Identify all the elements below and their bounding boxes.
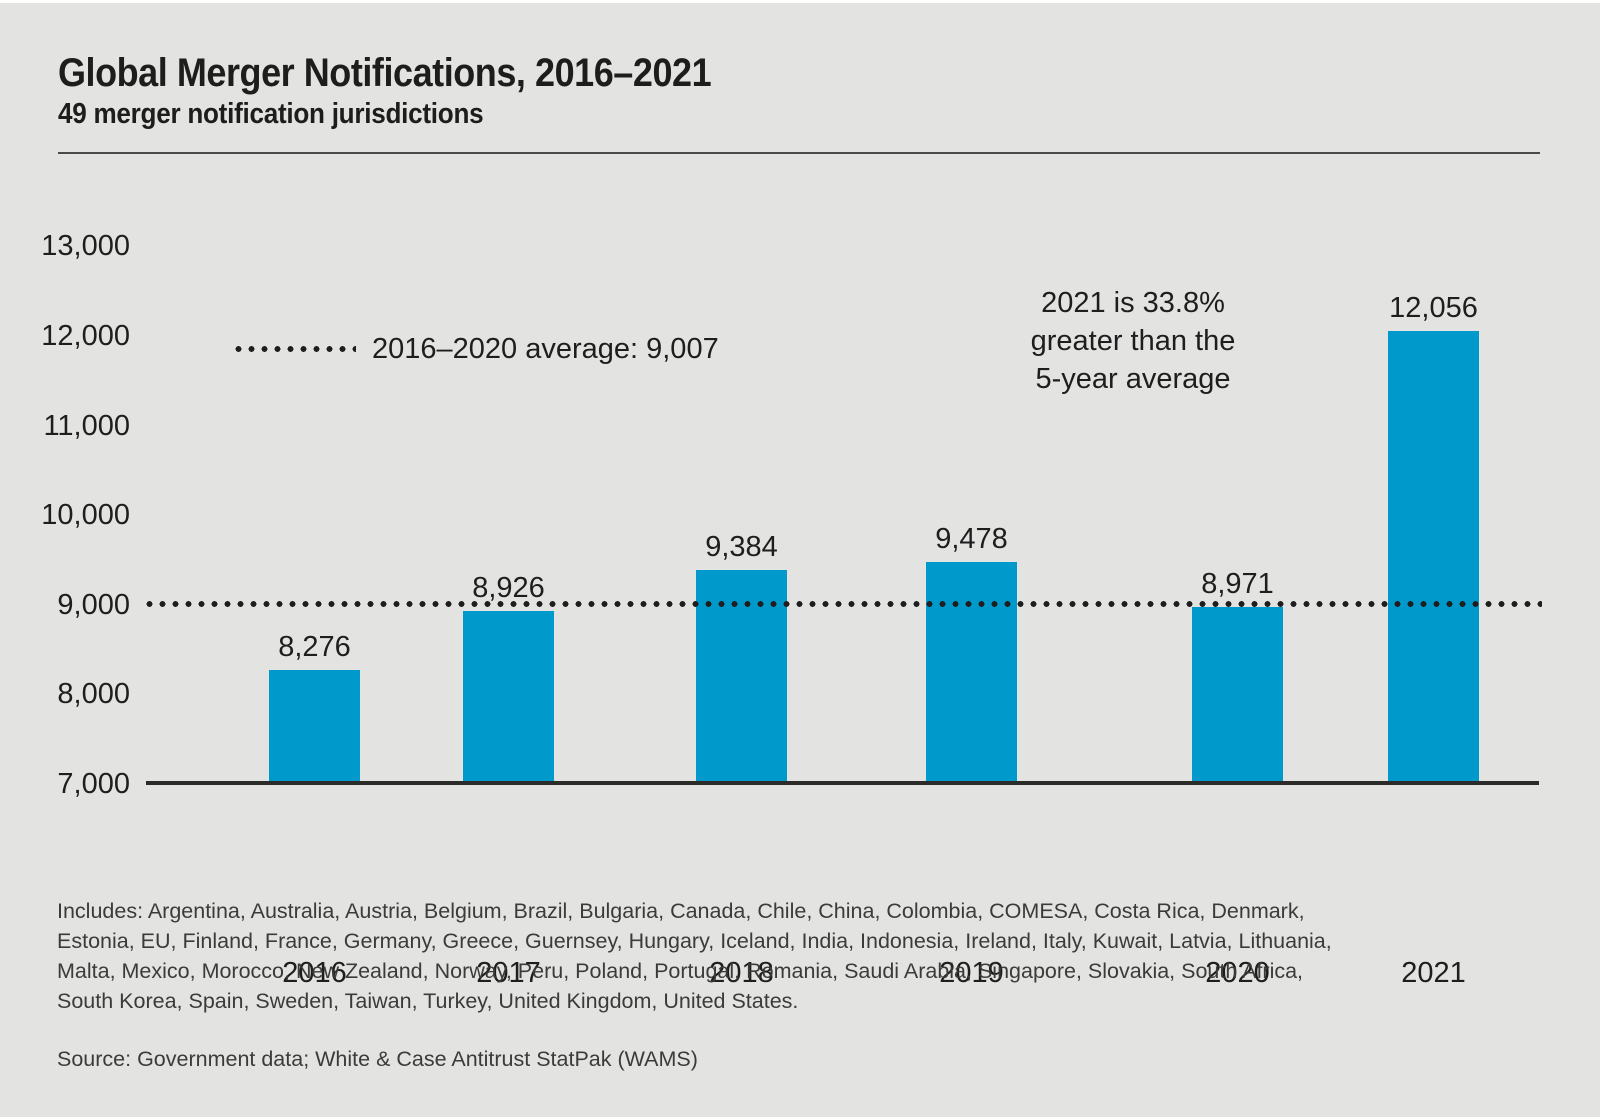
annotation-callout: 2021 is 33.8% greater than the 5-year av…	[963, 284, 1303, 398]
bar-2017	[463, 611, 554, 782]
page-subtitle: 49 merger notification jurisdictions	[58, 98, 484, 130]
bar-value-label: 8,926	[472, 572, 545, 604]
footnote-line: South Korea, Spain, Sweden, Taiwan, Turk…	[57, 989, 799, 1013]
bar-2016	[269, 670, 360, 782]
y-axis-label: 10,000	[41, 499, 130, 532]
y-axis-label: 7,000	[57, 768, 130, 800]
bar-value-label: 9,478	[935, 523, 1008, 555]
footnote-line: Includes: Argentina, Australia, Austria,…	[57, 899, 1305, 923]
footnote-source: Source: Government data; White & Case An…	[57, 1044, 698, 1074]
x-axis-line	[146, 781, 1539, 785]
footnote-line: Malta, Mexico, Morocco, New Zealand, Nor…	[57, 959, 1304, 983]
footnote-line: Source: Government data; White & Case An…	[57, 1047, 698, 1071]
x-axis-label: 2017	[476, 957, 541, 989]
y-axis-label: 12,000	[41, 320, 130, 352]
footnote-line: Estonia, EU, Finland, France, Germany, G…	[57, 929, 1332, 953]
bar-value-label: 8,276	[278, 631, 351, 663]
bar-2020	[1192, 607, 1283, 782]
title-divider	[58, 152, 1540, 154]
bar-value-label: 8,971	[1201, 568, 1274, 600]
annotation-line: 5-year average	[1035, 363, 1231, 395]
y-axis-label: 8,000	[57, 678, 130, 711]
average-dotted-line	[143, 601, 1542, 607]
page-title: Global Merger Notifications, 2016–2021	[58, 51, 712, 95]
page-top-margin	[0, 0, 1600, 3]
legend-label: 2016–2020 average: 9,007	[372, 333, 719, 365]
x-axis-label: 2021	[1401, 957, 1466, 989]
bar-2021	[1388, 331, 1479, 782]
bar-value-label: 9,384	[705, 531, 778, 563]
x-axis-label: 2020	[1205, 957, 1270, 989]
x-axis-label: 2019	[939, 957, 1004, 989]
x-axis-label: 2016	[282, 957, 347, 989]
chart-area: 13,000 12,000 11,000 10,000 9,000 8,000 7,000 …	[0, 160, 1600, 989]
y-axis-label: 9,000	[57, 588, 130, 621]
y-axis-label: 13,000	[41, 230, 130, 263]
x-axis-label: 2018	[709, 957, 774, 989]
y-axis-label: 11,000	[43, 409, 130, 442]
bar-2019	[926, 562, 1017, 782]
annotation-line: greater than the	[1030, 325, 1236, 357]
footnote-includes: Includes: Argentina, Australia, Austria,…	[57, 896, 1332, 1016]
bar-value-label: 12,056	[1389, 292, 1478, 324]
annotation-line: 2021 is 33.8%	[1041, 287, 1225, 319]
dotted-line-swatch-icon	[232, 346, 356, 352]
